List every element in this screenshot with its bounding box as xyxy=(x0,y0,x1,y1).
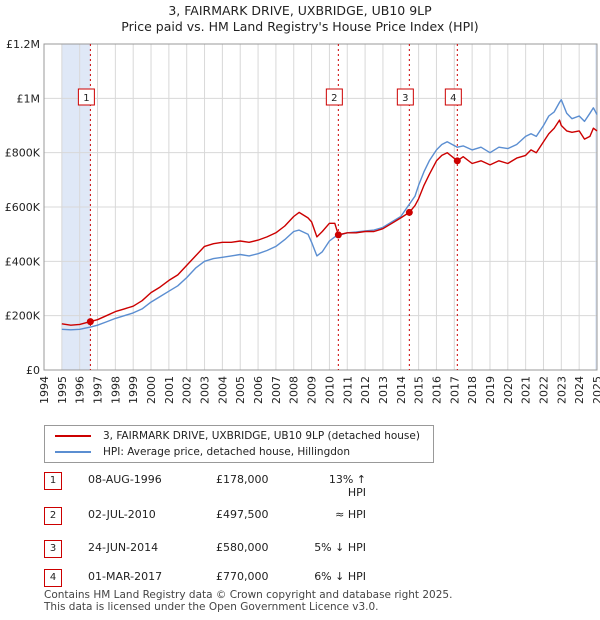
sale-row: 1 08-AUG-1996 £178,000 13% ↑ HPI xyxy=(40,470,600,499)
legend-swatch-red xyxy=(55,435,91,437)
y-tick-label: £1M xyxy=(17,92,41,105)
sale-hpi-diff: 6% ↓ HPI xyxy=(314,570,366,583)
sale-point xyxy=(405,208,413,216)
sale-point xyxy=(86,318,94,326)
x-tick-label: 1996 xyxy=(74,376,87,404)
sale-marker-label: 1 xyxy=(83,93,89,104)
sale-row: 3 24-JUN-2014 £580,000 5% ↓ HPI xyxy=(40,538,600,558)
x-tick-label: 2008 xyxy=(288,376,301,404)
sale-number-badge: 3 xyxy=(44,540,62,558)
x-tick-label: 2020 xyxy=(502,376,515,404)
legend: 3, FAIRMARK DRIVE, UXBRIDGE, UB10 9LP (d… xyxy=(44,425,434,463)
legend-label-property: 3, FAIRMARK DRIVE, UXBRIDGE, UB10 9LP (d… xyxy=(103,430,420,442)
plot-border xyxy=(43,43,598,371)
y-tick-label: £0 xyxy=(26,364,40,377)
x-tick-label: 1995 xyxy=(56,376,69,404)
y-tick-label: £600K xyxy=(5,201,41,214)
x-tick-label: 2023 xyxy=(555,376,568,404)
footer-licence: This data is licensed under the Open Gov… xyxy=(44,601,379,613)
series-line-hpi xyxy=(61,99,598,331)
sale-date: 08-AUG-1996 xyxy=(88,473,162,486)
x-tick-label: 2016 xyxy=(430,376,443,404)
x-tick-label: 2003 xyxy=(199,376,212,404)
sale-hpi-diff: 13% ↑ HPI xyxy=(328,473,366,499)
x-tick-label: 2002 xyxy=(181,376,194,404)
x-tick-label: 2010 xyxy=(323,376,336,404)
x-tick-label: 2011 xyxy=(341,376,354,404)
x-tick-label: 2018 xyxy=(466,376,479,404)
sale-price: £580,000 xyxy=(216,541,269,554)
sale-number-badge: 2 xyxy=(44,507,62,525)
sale-point xyxy=(453,157,461,165)
x-tick-label: 2025 xyxy=(591,376,600,404)
price-chart: 1 2 3 4 £0 £200K £400K £600K £800K £1M £1.2M 1994 19… xyxy=(5,38,600,404)
sale-marker-box xyxy=(77,88,95,106)
sale-number-badge: 1 xyxy=(44,472,62,490)
sale-number-badge: 4 xyxy=(44,569,62,587)
x-tick-label: 2009 xyxy=(306,376,319,404)
legend-item-hpi: HPI: Average price, detached house, Hill… xyxy=(55,445,350,459)
footer: Contains HM Land Registry data © Crown c… xyxy=(44,589,452,613)
chart-subtitle: Price paid vs. HM Land Registry's House … xyxy=(121,19,479,34)
legend-label-hpi: HPI: Average price, detached house, Hill… xyxy=(103,446,350,458)
sale-date: 02-JUL-2010 xyxy=(88,508,156,521)
y-tick-label: £1.2M xyxy=(6,38,40,51)
sale-row: 2 02-JUL-2010 £497,500 ≈ HPI xyxy=(40,505,600,525)
x-tick-label: 1997 xyxy=(92,376,105,404)
x-tick-label: 2012 xyxy=(359,376,372,404)
sale-marker-box xyxy=(396,88,414,106)
legend-item-property: 3, FAIRMARK DRIVE, UXBRIDGE, UB10 9LP (d… xyxy=(55,429,420,443)
legend-swatch-blue xyxy=(55,451,91,453)
x-tick-label: 2001 xyxy=(163,376,176,404)
series-line-property xyxy=(61,119,598,326)
x-tick-label: 2019 xyxy=(484,376,497,404)
sale-marker-label: 2 xyxy=(331,93,337,104)
sale-marker-label: 4 xyxy=(450,93,456,104)
footer-copyright: Contains HM Land Registry data © Crown c… xyxy=(44,589,453,601)
x-tick-label: 2014 xyxy=(395,376,408,404)
sale-price: £178,000 xyxy=(216,473,269,486)
sale-point xyxy=(334,231,342,239)
x-tick-label: 2004 xyxy=(216,376,229,404)
sale-marker-label: 3 xyxy=(402,93,408,104)
sale-hpi-diff: 5% ↓ HPI xyxy=(314,541,366,554)
x-tick-label: 2013 xyxy=(377,376,390,404)
x-tick-label: 2006 xyxy=(252,376,265,404)
x-tick-label: 2007 xyxy=(270,376,283,404)
x-tick-label: 2005 xyxy=(234,376,247,404)
y-tick-label: £800K xyxy=(5,147,41,160)
x-tick-label: 1999 xyxy=(127,376,140,404)
sale-row: 4 01-MAR-2017 £770,000 6% ↓ HPI xyxy=(40,567,600,587)
sale-date: 01-MAR-2017 xyxy=(88,570,163,583)
sale-price: £497,500 xyxy=(216,508,269,521)
chart-title: 3, FAIRMARK DRIVE, UXBRIDGE, UB10 9LP xyxy=(168,3,432,18)
x-tick-label: 1998 xyxy=(109,376,122,404)
x-tick-label: 2015 xyxy=(413,376,426,404)
x-tick-label: 2022 xyxy=(537,376,550,404)
y-tick-label: £400K xyxy=(5,255,41,268)
y-tick-label: £200K xyxy=(5,310,41,323)
sale-price: £770,000 xyxy=(216,570,269,583)
x-tick-label: 1994 xyxy=(38,376,51,404)
sale-hpi-diff: ≈ HPI xyxy=(335,508,366,521)
x-tick-label: 2000 xyxy=(145,376,158,404)
x-tick-label: 2017 xyxy=(448,376,461,404)
x-tick-label: 2021 xyxy=(520,376,533,404)
sale-date: 24-JUN-2014 xyxy=(88,541,159,554)
sale-marker-box xyxy=(444,88,462,106)
x-tick-label: 2024 xyxy=(573,376,586,404)
sale-marker-box xyxy=(325,88,343,106)
